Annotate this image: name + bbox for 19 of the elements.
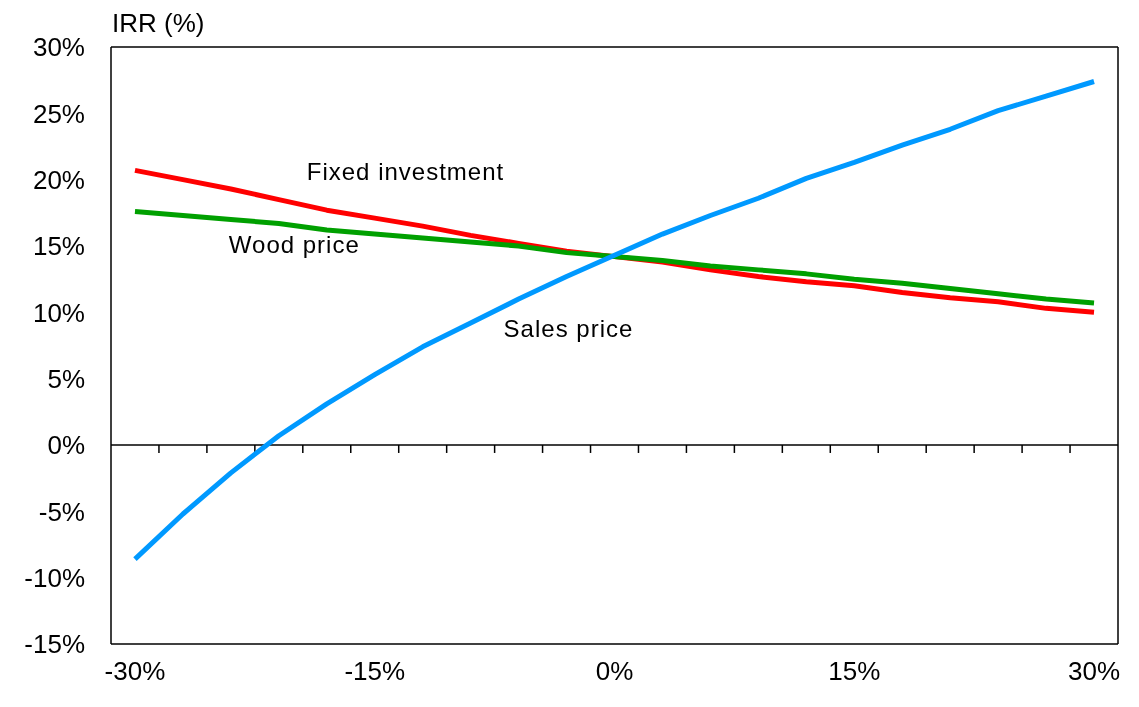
x-tick-label: 15% xyxy=(828,656,881,687)
y-tick-label: -15% xyxy=(24,629,85,660)
y-tick-label: 20% xyxy=(32,164,85,195)
series-label: Sales price xyxy=(503,315,634,343)
y-tick-label: 0% xyxy=(47,430,85,461)
y-tick-label: 15% xyxy=(32,231,85,262)
x-tick-label: -15% xyxy=(344,656,406,687)
y-axis-title: IRR (%) xyxy=(112,8,205,39)
y-tick-label: 5% xyxy=(47,363,85,394)
y-tick-label: 25% xyxy=(32,98,85,129)
x-tick-label: 0% xyxy=(595,656,634,687)
x-tick-label: 30% xyxy=(1068,656,1121,687)
x-tick-label: -30% xyxy=(104,656,166,687)
y-tick-label: -5% xyxy=(38,496,85,527)
y-tick-label: -10% xyxy=(24,562,85,593)
y-tick-label: 10% xyxy=(32,297,85,328)
series-label: Wood price xyxy=(228,231,360,259)
y-tick-label: 30% xyxy=(32,32,85,63)
series-label: Fixed investment xyxy=(306,158,505,186)
